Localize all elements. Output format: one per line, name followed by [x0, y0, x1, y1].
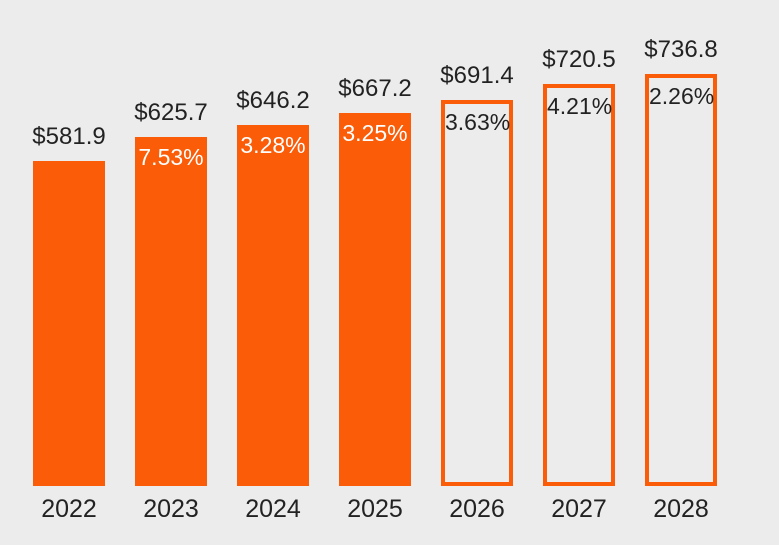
x-axis-tick-label: 2024 — [245, 495, 301, 523]
bar-group-2026: $691.4 3.63% 2026 — [440, 62, 514, 545]
bar-2025: 3.25% — [339, 113, 411, 486]
bar-2023: 7.53% — [135, 137, 207, 486]
bar-group-2023: $625.7 7.53% 2023 — [134, 99, 208, 545]
bar-value-label: $691.4 — [440, 62, 514, 90]
bar-growth-label: 3.63% — [445, 109, 511, 135]
bar-2024: 3.28% — [237, 125, 309, 486]
bar-growth-label: 3.28% — [240, 132, 306, 158]
bar-value-label: $581.9 — [32, 123, 106, 151]
bar-value-label: $646.2 — [236, 87, 310, 115]
bar-value-label: $667.2 — [338, 75, 412, 103]
x-axis-tick-label: 2022 — [41, 495, 97, 523]
bar-value-label: $736.8 — [644, 36, 718, 64]
bar-group-2028: $736.8 2.26% 2028 — [644, 36, 718, 545]
bar-2027: 4.21% — [543, 84, 615, 486]
bar-growth-label: 3.25% — [342, 120, 408, 146]
bar-group-2027: $720.5 4.21% 2027 — [542, 46, 616, 545]
bar-group-2022: $581.9 2022 — [32, 123, 106, 545]
x-axis-tick-label: 2026 — [449, 495, 505, 523]
bar-growth-label: 4.21% — [547, 93, 613, 119]
x-axis-tick-label: 2023 — [143, 495, 199, 523]
x-axis-tick-label: 2027 — [551, 495, 607, 523]
bar-group-2025: $667.2 3.25% 2025 — [338, 75, 412, 545]
bar-2022 — [33, 161, 105, 486]
x-axis-tick-label: 2028 — [653, 495, 709, 523]
x-axis-tick-label: 2025 — [347, 495, 403, 523]
bar-group-2024: $646.2 3.28% 2024 — [236, 87, 310, 545]
bar-2028: 2.26% — [645, 74, 717, 486]
bar-2026: 3.63% — [441, 100, 513, 486]
bar-growth-label: 2.26% — [649, 83, 715, 109]
bars-row: $581.9 2022 $625.7 7.53% 2023 $646.2 3.2… — [32, 0, 718, 545]
bar-value-label: $625.7 — [134, 99, 208, 127]
bar-value-label: $720.5 — [542, 46, 616, 74]
bar-growth-label: 7.53% — [138, 144, 204, 170]
